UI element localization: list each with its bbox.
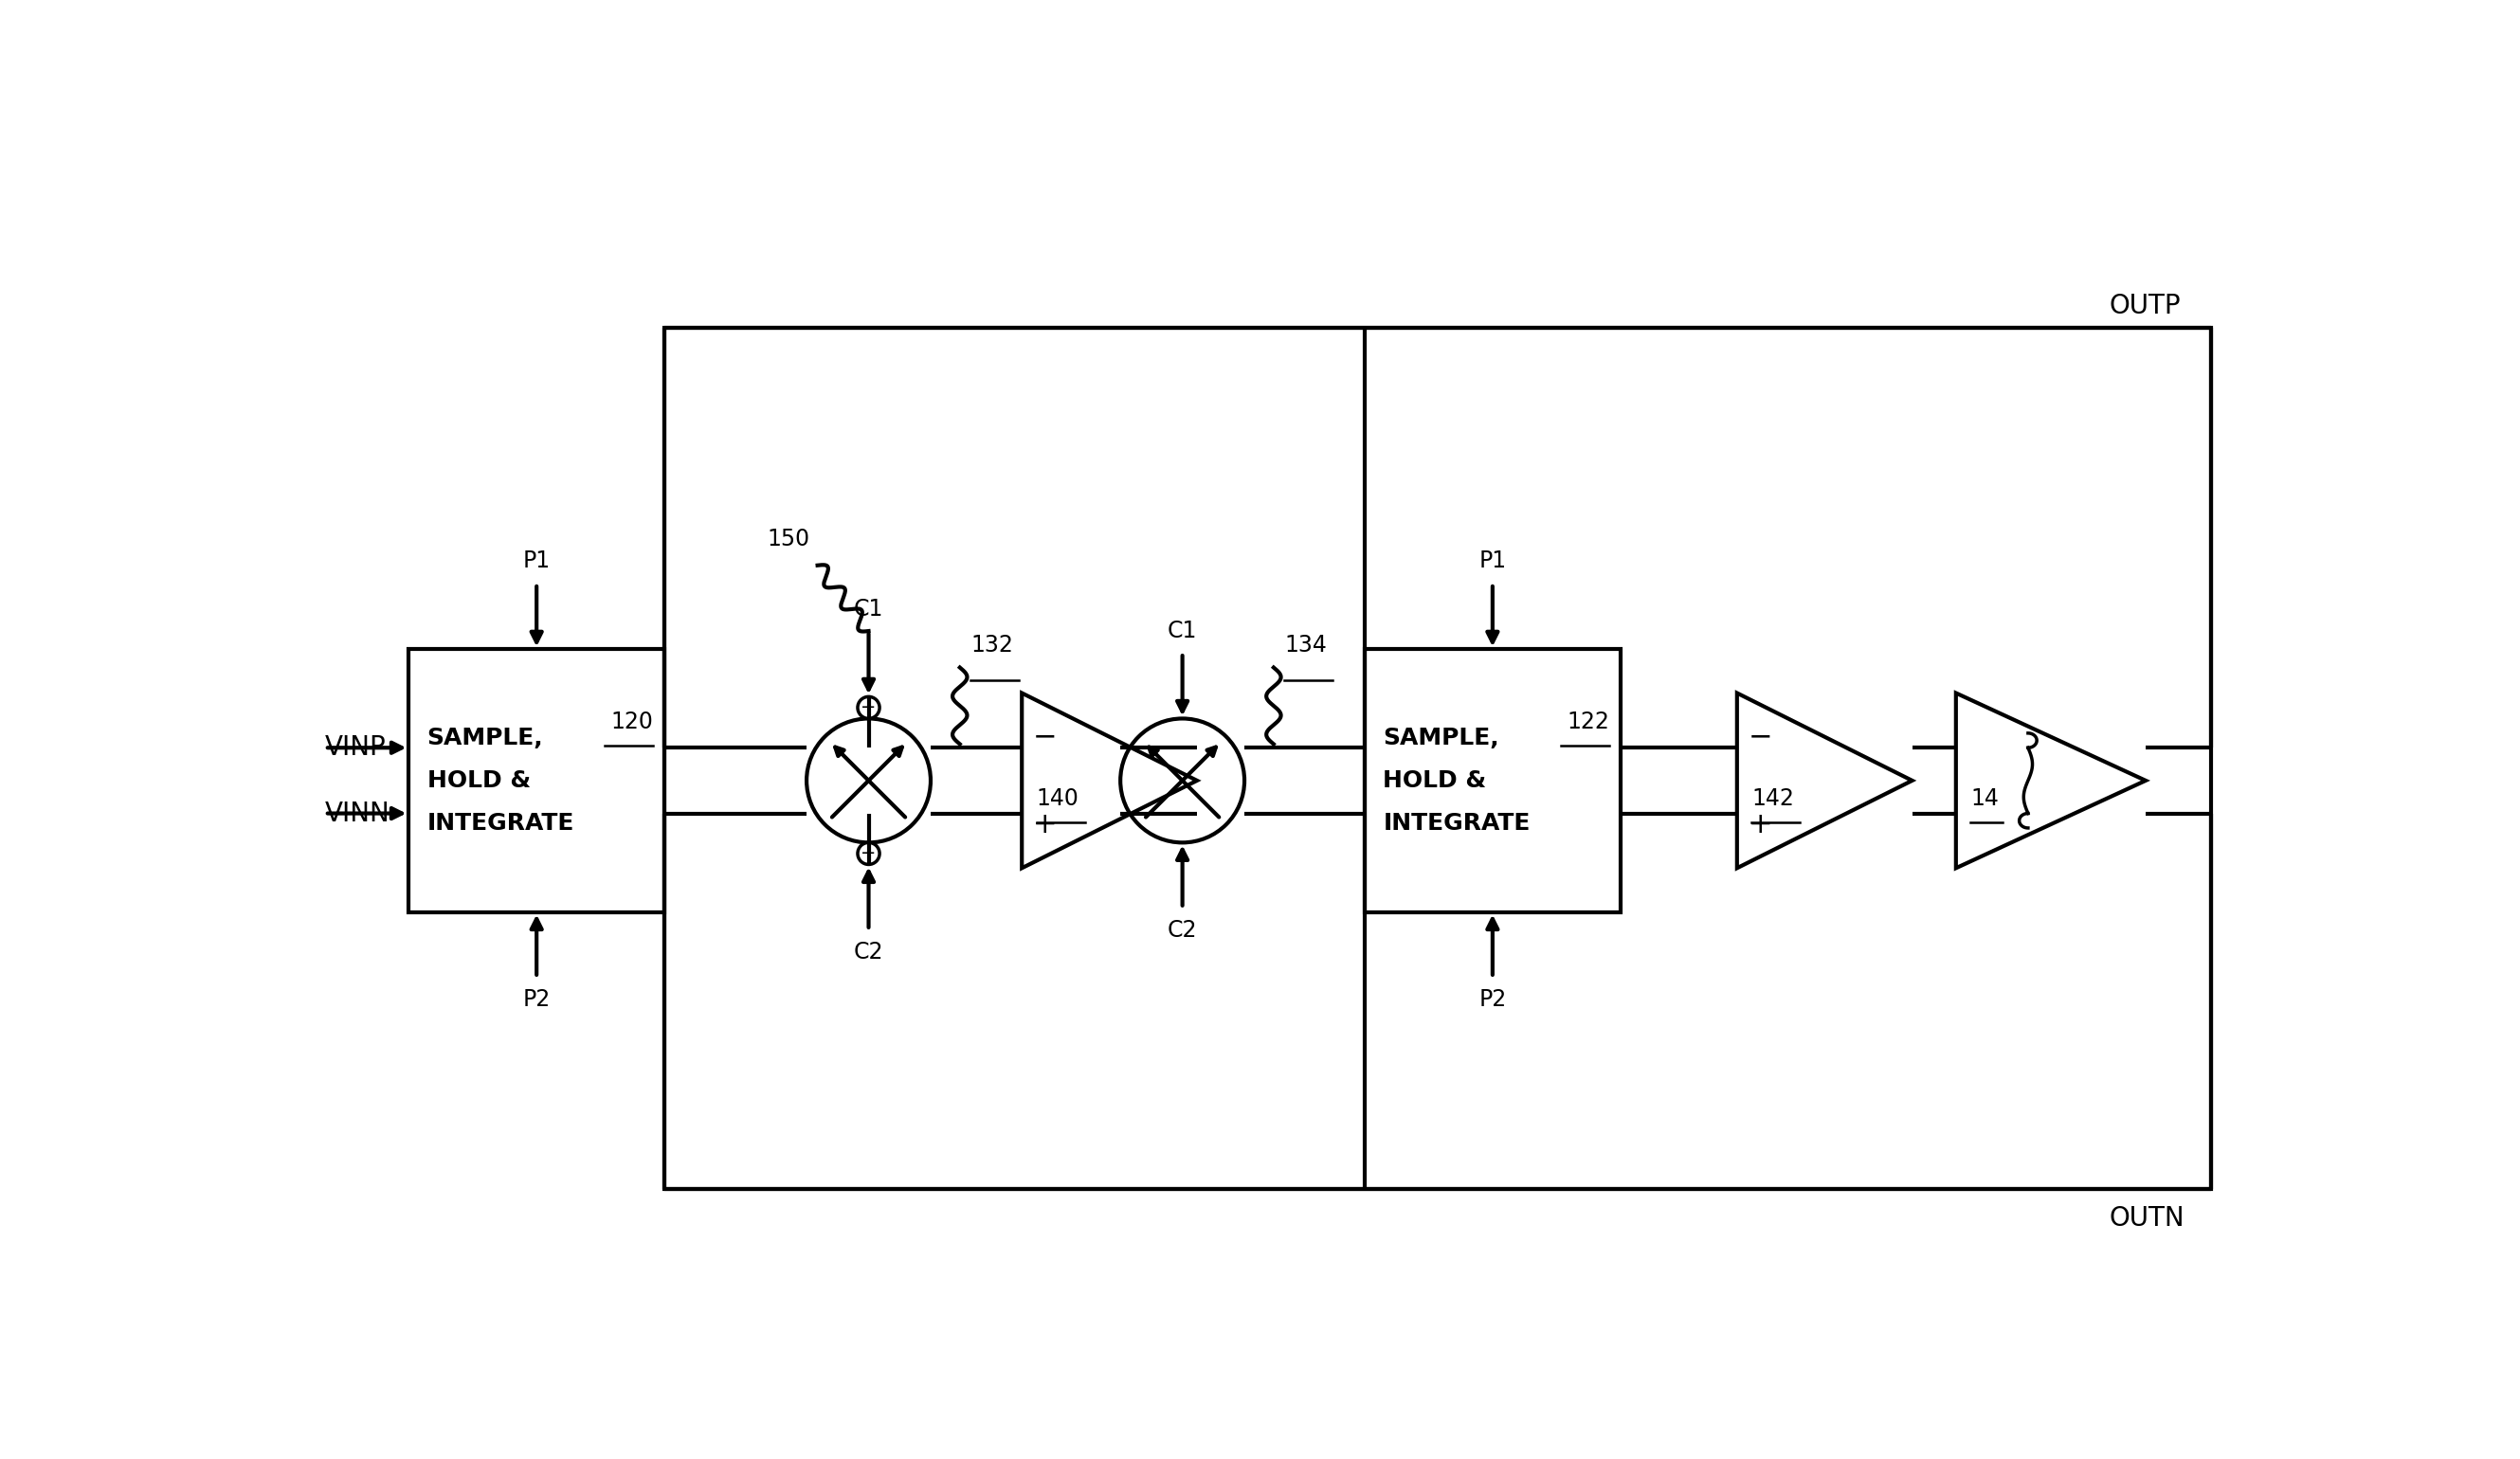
Text: 132: 132 bbox=[970, 633, 1013, 657]
Text: VINN: VINN bbox=[325, 800, 391, 827]
Text: C2: C2 bbox=[854, 941, 885, 964]
Text: P1: P1 bbox=[522, 550, 549, 572]
Text: C1: C1 bbox=[1167, 619, 1197, 642]
Circle shape bbox=[857, 843, 879, 864]
Text: −: − bbox=[862, 845, 877, 862]
Text: 134: 134 bbox=[1285, 633, 1328, 657]
Bar bbox=[408, 649, 665, 912]
Text: −: − bbox=[1749, 724, 1772, 750]
Bar bbox=[665, 328, 2213, 1189]
Text: 140: 140 bbox=[1036, 788, 1079, 810]
Bar bbox=[1366, 649, 1620, 912]
Text: P2: P2 bbox=[1479, 989, 1507, 1011]
Text: INTEGRATE: INTEGRATE bbox=[426, 811, 575, 835]
Text: OUTP: OUTP bbox=[2109, 293, 2180, 320]
Text: P2: P2 bbox=[522, 989, 549, 1011]
Text: 122: 122 bbox=[1567, 711, 1610, 734]
Text: 120: 120 bbox=[610, 711, 653, 734]
Text: HOLD &: HOLD & bbox=[1383, 769, 1487, 792]
Text: OUTN: OUTN bbox=[2109, 1205, 2185, 1231]
Text: 14: 14 bbox=[1971, 788, 1998, 810]
Text: C2: C2 bbox=[1167, 919, 1197, 943]
Text: P1: P1 bbox=[1479, 550, 1507, 572]
Text: +: + bbox=[1749, 811, 1772, 837]
Text: −: − bbox=[1033, 724, 1056, 750]
Text: C1: C1 bbox=[854, 597, 885, 620]
Text: 142: 142 bbox=[1751, 788, 1794, 810]
Text: SAMPLE,: SAMPLE, bbox=[1383, 727, 1499, 750]
Text: SAMPLE,: SAMPLE, bbox=[426, 727, 544, 750]
Text: −: − bbox=[862, 699, 877, 716]
Text: INTEGRATE: INTEGRATE bbox=[1383, 811, 1530, 835]
Text: VINP: VINP bbox=[325, 734, 386, 762]
Text: +: + bbox=[1033, 811, 1056, 837]
Circle shape bbox=[857, 697, 879, 719]
Text: HOLD &: HOLD & bbox=[426, 769, 532, 792]
Text: 150: 150 bbox=[769, 528, 811, 552]
